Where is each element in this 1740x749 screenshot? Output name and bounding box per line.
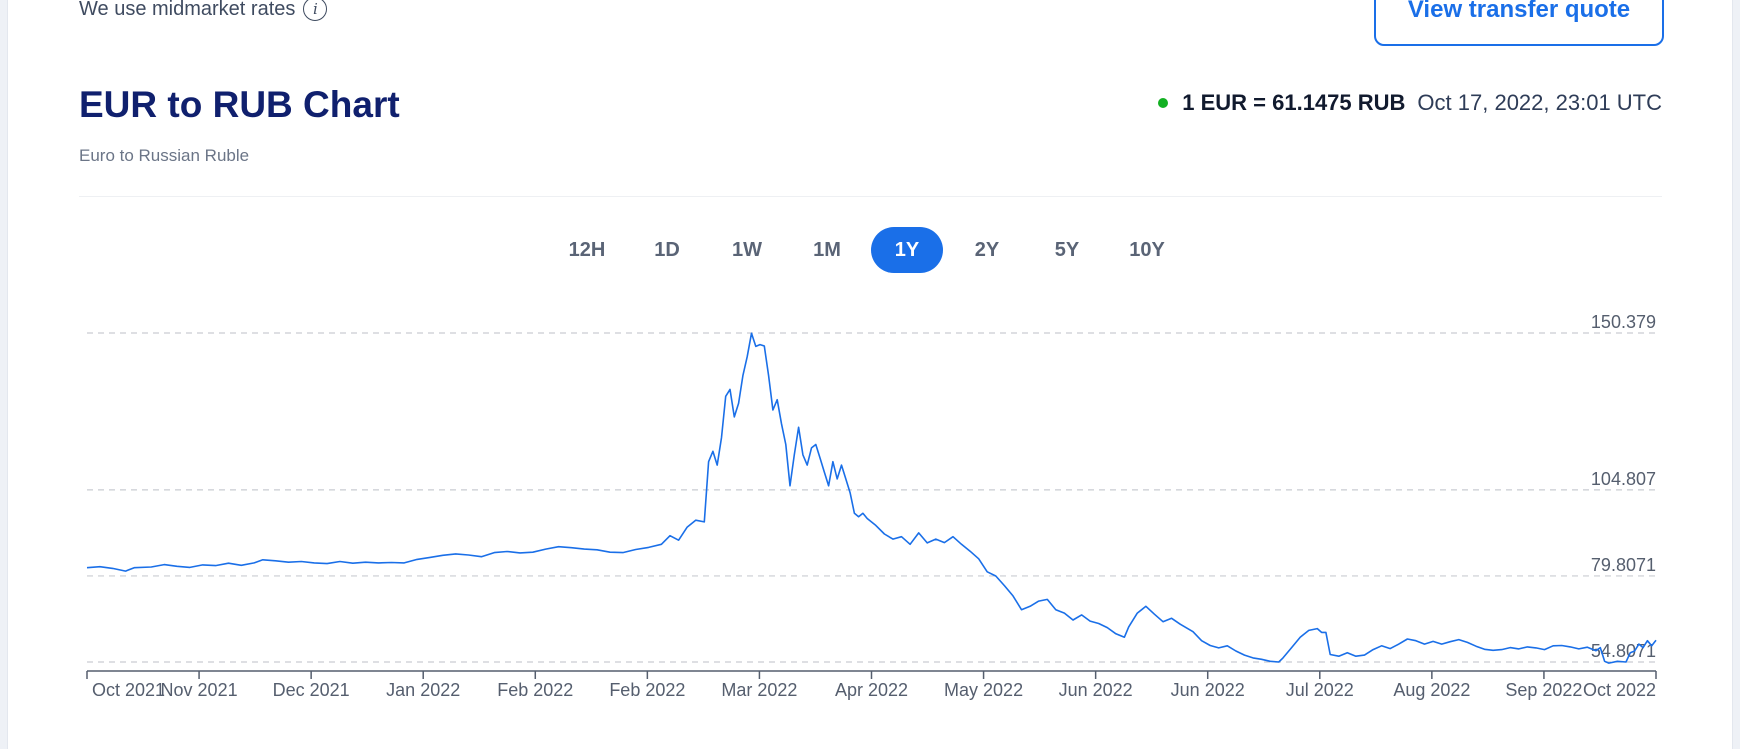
- x-tick-label: Feb 2022: [609, 680, 685, 700]
- live-status-dot: [1158, 98, 1169, 108]
- x-tick-label: Jul 2022: [1286, 680, 1354, 700]
- x-tick-label: Oct 2022: [1583, 680, 1656, 700]
- rate-timestamp: Oct 17, 2022, 23:01 UTC: [1417, 90, 1662, 115]
- info-icon[interactable]: i: [303, 0, 328, 21]
- x-tick-label: May 2022: [944, 680, 1023, 700]
- x-tick-label: Mar 2022: [721, 680, 797, 700]
- page-subtitle: Euro to Russian Ruble: [79, 146, 250, 165]
- x-tick-label: Apr 2022: [835, 680, 908, 700]
- view-transfer-quote-button[interactable]: View transfer quote: [1374, 0, 1664, 46]
- x-tick-label: Jan 2022: [386, 680, 460, 700]
- x-tick-label: Oct 2021: [92, 680, 165, 700]
- rate-value: 1 EUR = 61.1475 RUB: [1182, 90, 1406, 115]
- rates-note-text: We use midmarket rates: [79, 0, 296, 20]
- tab-1y[interactable]: 1Y: [871, 227, 943, 273]
- y-gridline-label: 79.8071: [1591, 555, 1656, 575]
- y-gridline-label: 54.8071: [1591, 641, 1656, 661]
- x-tick-label: Jun 2022: [1059, 680, 1133, 700]
- tab-2y[interactable]: 2Y: [951, 227, 1023, 273]
- y-gridline-label: 104.807: [1591, 469, 1656, 489]
- tab-1m[interactable]: 1M: [791, 227, 863, 273]
- series-line: [86, 332, 1657, 664]
- left-page-rail: [0, 0, 8, 749]
- page-title: EUR to RUB Chart: [79, 84, 400, 125]
- rates-note: We use midmarket rates i: [79, 0, 328, 21]
- current-rate: 1 EUR = 61.1475 RUB Oct 17, 2022, 23:01 …: [1158, 90, 1662, 116]
- x-tick-label: Aug 2022: [1393, 680, 1470, 700]
- tab-5y[interactable]: 5Y: [1031, 227, 1103, 273]
- x-tick-label: Feb 2022: [497, 680, 573, 700]
- section-divider: [79, 196, 1662, 197]
- tab-1w[interactable]: 1W: [711, 227, 783, 273]
- period-tabs: 12H 1D 1W 1M 1Y 2Y 5Y 10Y: [551, 227, 1183, 273]
- x-tick-label: Dec 2021: [273, 680, 350, 700]
- tab-1d[interactable]: 1D: [631, 227, 703, 273]
- x-tick-label: Nov 2021: [161, 680, 238, 700]
- x-tick-label: Sep 2022: [1505, 680, 1582, 700]
- tab-12h[interactable]: 12H: [551, 227, 623, 273]
- tab-10y[interactable]: 10Y: [1111, 227, 1183, 273]
- x-tick-label: Jun 2022: [1171, 680, 1245, 700]
- y-gridline-label: 150.379: [1591, 312, 1656, 332]
- right-page-rail: [1732, 0, 1740, 749]
